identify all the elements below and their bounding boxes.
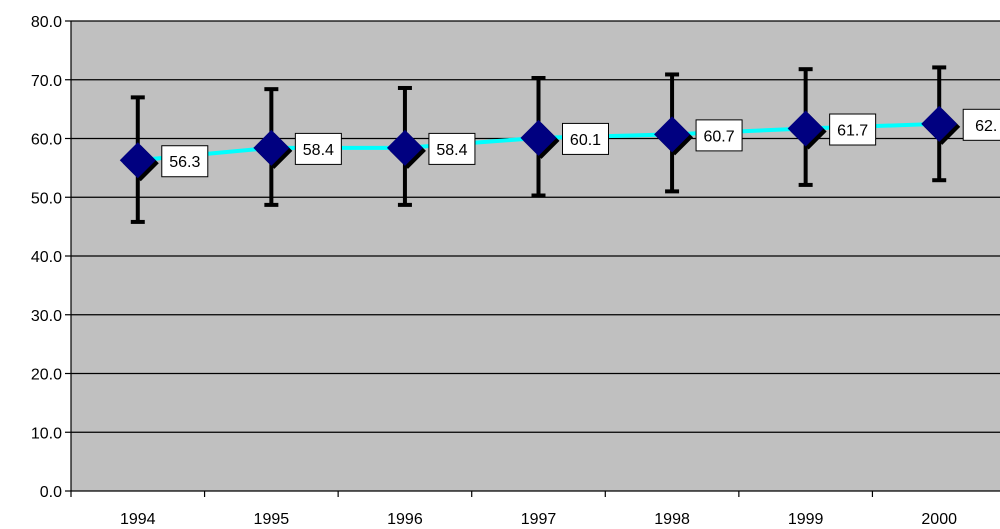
y-tick-label: 10.0: [31, 425, 62, 442]
data-label-box: [962, 108, 1000, 141]
y-tick-label: 70.0: [31, 73, 62, 90]
marker-diamond: [253, 129, 290, 166]
data-label-text: 60.7: [704, 128, 735, 145]
data-label: 61.7: [829, 113, 877, 146]
markers: [119, 105, 961, 182]
x-axis-ticks: 1994 1995 1996 1997 1998 1999 2000: [70, 491, 957, 528]
data-point-marker: [921, 105, 961, 145]
data-label: 58.4: [428, 132, 476, 165]
y-tick-label: 30.0: [31, 308, 62, 325]
data-label-box: [161, 145, 209, 178]
data-label-box: [562, 122, 609, 155]
y-tick-label: 0.0: [40, 484, 62, 501]
data-point-marker: [386, 129, 426, 169]
data-label-text: 60.1: [570, 132, 601, 149]
marker-diamond: [386, 129, 423, 166]
y-axis-ticks: 0.0 10.0 20.0 30.0 40.0 50.0 60.0 70.0 80.0: [31, 14, 71, 501]
x-tick-label: 1998: [654, 511, 690, 528]
data-label-box: [695, 119, 743, 152]
data-labels: 56.3 58.4 58.4 60.1 60.7 61.7 62.: [161, 108, 1000, 178]
y-tick-label: 60.0: [31, 132, 62, 149]
data-label-text: 61.7: [837, 123, 868, 140]
y-tick-label: 80.0: [31, 14, 62, 31]
x-tick-label: 1997: [521, 511, 557, 528]
x-tick-label: 1999: [788, 511, 824, 528]
data-label: 58.4: [294, 132, 342, 165]
data-label-text: 56.3: [169, 154, 200, 171]
data-label-box: [294, 132, 342, 165]
y-tick-label: 50.0: [31, 190, 62, 207]
x-tick-label: 1994: [120, 511, 156, 528]
x-tick-label: 1996: [387, 511, 423, 528]
data-label-text: 62.: [975, 118, 997, 135]
data-label-box: [428, 132, 476, 165]
x-tick-label: 1995: [254, 511, 290, 528]
y-tick-label: 20.0: [31, 367, 62, 384]
data-label: 60.1: [562, 122, 609, 155]
marker-diamond: [119, 142, 156, 179]
y-tick-label: 40.0: [31, 249, 62, 266]
marker-diamond: [921, 105, 958, 142]
data-point-marker: [119, 142, 159, 182]
data-label: 60.7: [695, 119, 743, 152]
data-point-marker: [520, 119, 560, 159]
data-label-text: 58.4: [303, 142, 334, 159]
data-point-marker: [787, 110, 827, 150]
marker-diamond: [787, 110, 824, 147]
data-label-text: 58.4: [436, 142, 467, 159]
data-label: 56.3: [161, 145, 209, 178]
data-label: 62.: [962, 108, 1000, 141]
data-label-box: [829, 113, 877, 146]
marker-diamond: [654, 116, 691, 153]
data-point-marker: [253, 129, 293, 169]
marker-diamond: [520, 119, 557, 156]
x-tick-label: 2000: [921, 511, 957, 528]
data-point-marker: [654, 116, 694, 156]
